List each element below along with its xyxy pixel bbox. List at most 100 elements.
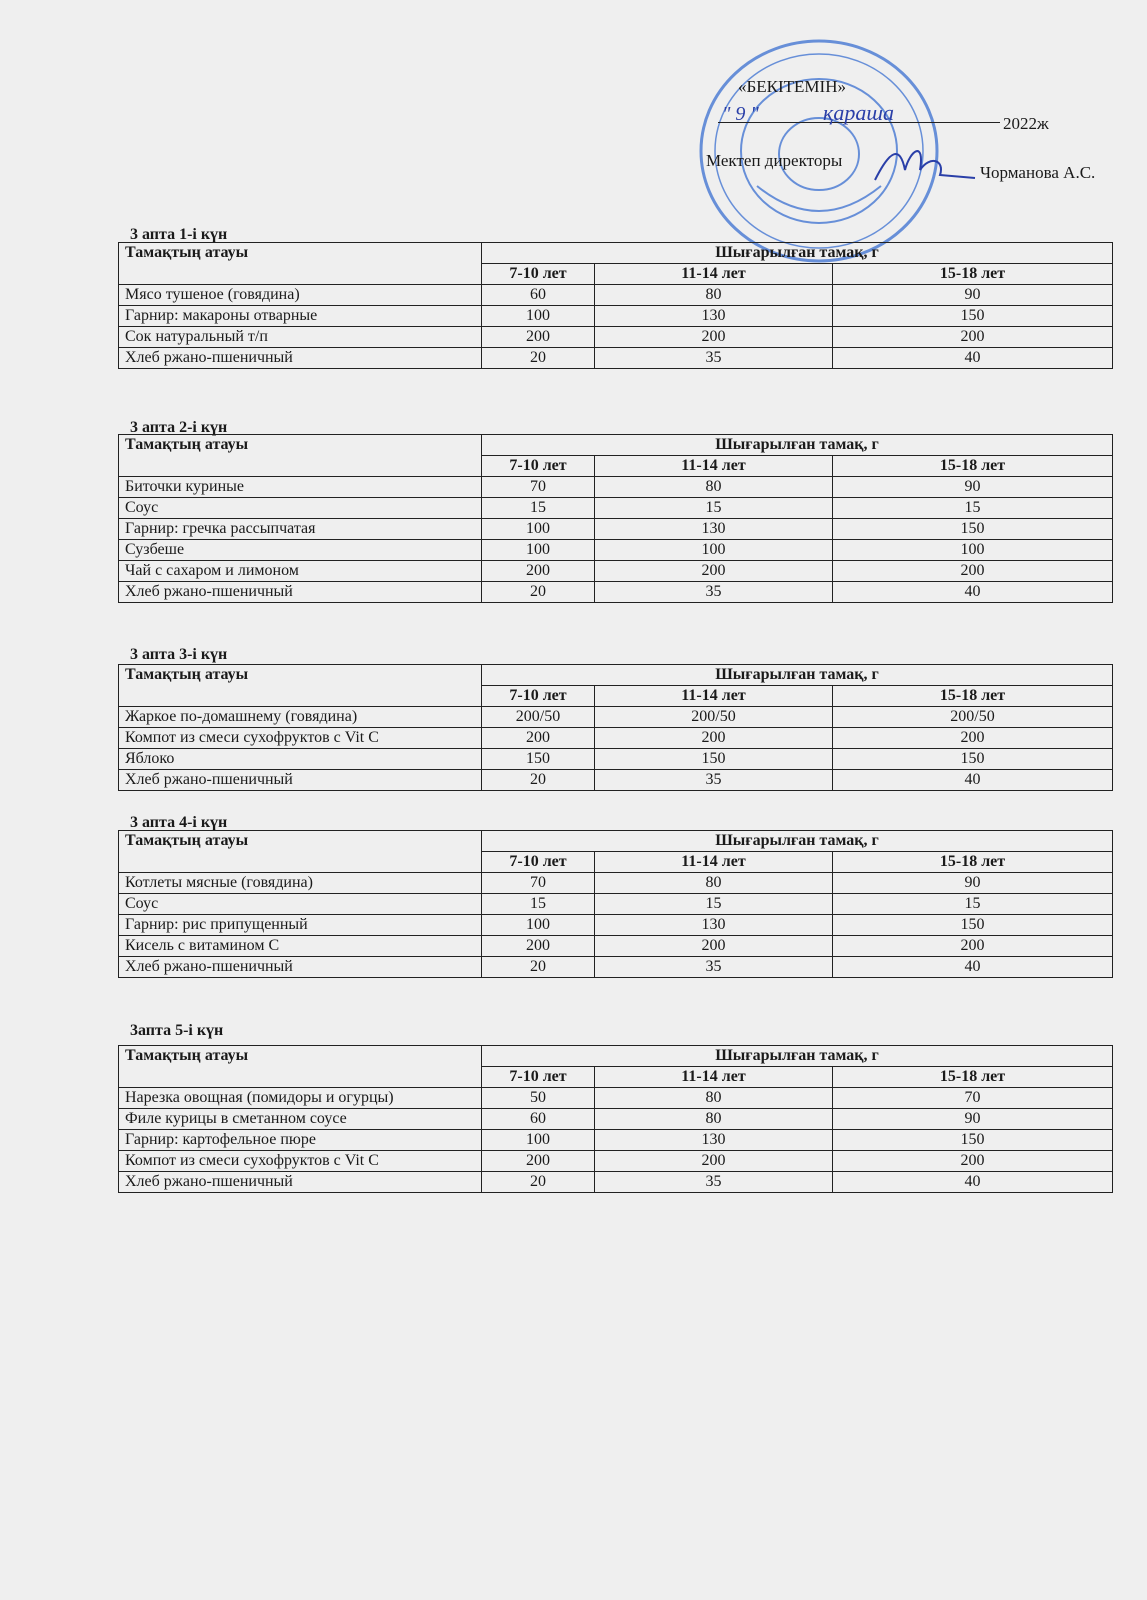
- table-row: Хлеб ржано-пшеничный 20 35 40: [118, 956, 1113, 978]
- portion-value: 20: [481, 581, 595, 603]
- portion-value: 200: [832, 727, 1113, 749]
- portion-value: 200/50: [481, 706, 595, 728]
- portion-value: 200/50: [832, 706, 1113, 728]
- table-row: Компот из смеси сухофруктов с Vit C 200 20…: [118, 727, 1113, 749]
- dish-name: Хлеб ржано-пшеничный: [118, 347, 482, 369]
- dish-name: Филе курицы в сметанном соусе: [118, 1108, 482, 1130]
- portion-value: 200: [481, 1150, 595, 1172]
- portion-value: 150: [832, 1129, 1113, 1151]
- day-title: 3 апта 2-і күн: [130, 419, 228, 436]
- portion-value: 130: [594, 518, 833, 540]
- portion-value: 200: [832, 326, 1113, 348]
- header-age: 7-10 лет: [481, 455, 595, 477]
- portion-value: 80: [594, 872, 833, 894]
- header-age: 11-14 лет: [594, 1066, 833, 1088]
- portion-value: 20: [481, 347, 595, 369]
- portion-value: 100: [481, 518, 595, 540]
- table-row: Котлеты мясные (говядина) 70 80 90: [118, 872, 1113, 894]
- portion-value: 130: [594, 914, 833, 936]
- header-age: 11-14 лет: [594, 263, 833, 285]
- header-output: Шығарылған тамақ, г: [481, 434, 1113, 456]
- portion-value: 60: [481, 1108, 595, 1130]
- header-output: Шығарылған тамақ, г: [481, 1045, 1113, 1067]
- portion-value: 35: [594, 581, 833, 603]
- header-age: 15-18 лет: [832, 263, 1113, 285]
- header-output: Шығарылған тамақ, г: [481, 242, 1113, 264]
- day-title: 3апта 5-і күн: [130, 1022, 224, 1039]
- portion-value: 100: [481, 539, 595, 561]
- portion-value: 35: [594, 347, 833, 369]
- portion-value: 15: [832, 497, 1113, 519]
- portion-value: 60: [481, 284, 595, 306]
- portion-value: 20: [481, 769, 595, 791]
- day-title: 3 апта 1-і күн: [130, 226, 228, 243]
- portion-value: 80: [594, 284, 833, 306]
- header-age: 11-14 лет: [594, 685, 833, 707]
- table-row: Соус 15 15 15: [118, 893, 1113, 915]
- portion-value: 200: [832, 560, 1113, 582]
- portion-value: 200: [481, 727, 595, 749]
- table-row: Чай с сахаром и лимоном 200 200 200: [118, 560, 1113, 582]
- header-name: Тамақтың атауы: [118, 830, 482, 873]
- dish-name: Соус: [118, 893, 482, 915]
- header-output: Шығарылған тамақ, г: [481, 830, 1113, 852]
- dish-name: Гарнир: макароны отварные: [118, 305, 482, 327]
- portion-value: 200: [481, 935, 595, 957]
- header-age: 15-18 лет: [832, 1066, 1113, 1088]
- portion-value: 40: [832, 1171, 1113, 1193]
- director-name: Чорманова А.С.: [980, 163, 1096, 182]
- dish-name: Хлеб ржано-пшеничный: [118, 581, 482, 603]
- approval-date-line: " 9 " қараша: [718, 100, 1000, 125]
- dish-name: Компот из смеси сухофруктов с Vit C: [118, 1150, 482, 1172]
- table-row: Филе курицы в сметанном соусе 60 80 90: [118, 1108, 1113, 1130]
- portion-value: 80: [594, 1087, 833, 1109]
- dish-name: Хлеб ржано-пшеничный: [118, 956, 482, 978]
- dish-name: Гарнир: гречка рассыпчатая: [118, 518, 482, 540]
- dish-name: Компот из смеси сухофруктов с Vit C: [118, 727, 482, 749]
- portion-value: 90: [832, 1108, 1113, 1130]
- day-title: 3 апта 3-і күн: [130, 646, 228, 663]
- dish-name: Мясо тушеное (говядина): [118, 284, 482, 306]
- header-name: Тамақтың атауы: [118, 1045, 482, 1088]
- dish-name: Жаркое по-домашнему (говядина): [118, 706, 482, 728]
- portion-value: 15: [594, 497, 833, 519]
- dish-name: Нарезка овощная (помидоры и огурцы): [118, 1087, 482, 1109]
- table-row: Хлеб ржано-пшеничный 20 35 40: [118, 769, 1113, 791]
- table-row: Гарнир: гречка рассыпчатая 100 130 150: [118, 518, 1113, 540]
- portion-value: 80: [594, 1108, 833, 1130]
- header-name: Тамақтың атауы: [118, 664, 482, 707]
- date-day: " 9 ": [722, 103, 759, 125]
- portion-value: 100: [481, 1129, 595, 1151]
- portion-value: 200: [481, 326, 595, 348]
- portion-value: 80: [594, 476, 833, 498]
- dish-name: Гарнир: рис припущенный: [118, 914, 482, 936]
- approval-title: «БЕКІТЕМІН»: [738, 77, 846, 96]
- portion-value: 15: [481, 893, 595, 915]
- portion-value: 200: [594, 326, 833, 348]
- menu-table: Тамақтың атауы Шығарылған тамақ, г 7-10 …: [118, 1045, 1113, 1193]
- table-row: Хлеб ржано-пшеничный 20 35 40: [118, 1171, 1113, 1193]
- portion-value: 150: [832, 305, 1113, 327]
- table-row: Биточки куриные 70 80 90: [118, 476, 1113, 498]
- portion-value: 200: [481, 560, 595, 582]
- portion-value: 200: [832, 935, 1113, 957]
- portion-value: 200: [594, 1150, 833, 1172]
- portion-value: 200/50: [594, 706, 833, 728]
- header-name: Тамақтың атауы: [118, 434, 482, 477]
- header-age: 11-14 лет: [594, 455, 833, 477]
- portion-value: 150: [832, 518, 1113, 540]
- portion-value: 40: [832, 347, 1113, 369]
- header-age: 15-18 лет: [832, 851, 1113, 873]
- header-age: 7-10 лет: [481, 685, 595, 707]
- portion-value: 200: [594, 560, 833, 582]
- portion-value: 100: [481, 914, 595, 936]
- header-age: 11-14 лет: [594, 851, 833, 873]
- portion-value: 20: [481, 1171, 595, 1193]
- portion-value: 150: [594, 748, 833, 770]
- dish-name: Сок натуральный т/п: [118, 326, 482, 348]
- dish-name: Хлеб ржано-пшеничный: [118, 769, 482, 791]
- portion-value: 35: [594, 1171, 833, 1193]
- table-row: Мясо тушеное (говядина) 60 80 90: [118, 284, 1113, 306]
- header-output: Шығарылған тамақ, г: [481, 664, 1113, 686]
- portion-value: 35: [594, 769, 833, 791]
